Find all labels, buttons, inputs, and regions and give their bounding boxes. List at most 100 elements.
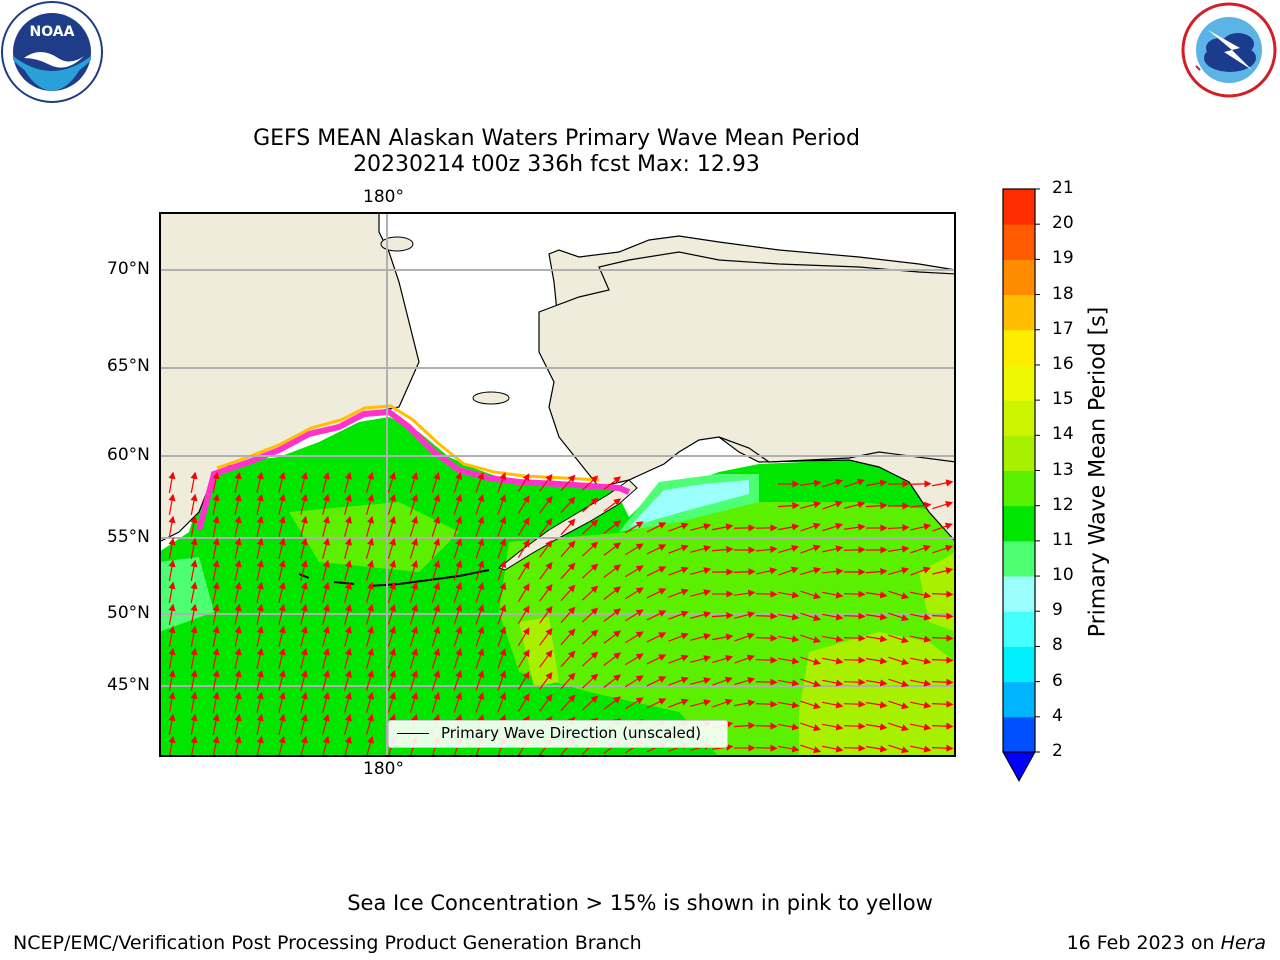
wave-direction-arrow	[734, 677, 756, 686]
wave-direction-arrow	[603, 520, 622, 534]
wave-direction-arrow	[190, 713, 198, 735]
wave-direction-arrow	[690, 677, 712, 685]
colorbar-band	[1003, 189, 1035, 225]
wave-direction-arrow	[778, 545, 800, 554]
colorbar-tick-label: 20	[1052, 213, 1074, 234]
wave-direction-arrow	[431, 647, 441, 669]
footer-date-text: 16 Feb 2023 on	[1066, 932, 1221, 954]
wave-direction-arrow	[212, 515, 220, 537]
wave-direction-arrow	[625, 521, 644, 534]
wave-direction-arrow	[625, 631, 644, 644]
colorbar-band	[1003, 224, 1035, 260]
colorbar-tick-label: 9	[1052, 600, 1063, 621]
wave-direction-arrow	[190, 515, 198, 537]
wave-direction-arrow	[560, 672, 576, 690]
wave-direction-arrow	[278, 537, 286, 559]
wave-direction-arrow	[475, 670, 485, 691]
wave-direction-arrow	[497, 692, 507, 713]
wave-direction-arrow	[821, 567, 844, 576]
wave-direction-arrow	[668, 544, 689, 554]
wave-direction-arrow	[755, 722, 778, 730]
wave-direction-arrow	[475, 494, 485, 515]
wave-direction-arrow	[646, 544, 667, 555]
wave-direction-arrow	[256, 735, 264, 756]
wave-direction-arrow	[910, 723, 932, 731]
colorbar-band	[1003, 435, 1035, 471]
wave-direction-arrow	[843, 678, 866, 686]
lat-label-50n: 50°N	[107, 603, 150, 623]
wave-direction-arrow	[603, 586, 622, 600]
wave-direction-arrow	[931, 678, 954, 686]
vector-legend: Primary Wave Direction (unscaled)	[388, 720, 728, 748]
wave-direction-arrow	[453, 604, 463, 625]
wave-direction-arrow	[365, 647, 374, 669]
sea-ice-edge-yellow	[216, 404, 600, 482]
wave-direction-arrow	[212, 625, 220, 647]
wave-direction-arrow	[365, 691, 374, 713]
colorbar-band	[1003, 611, 1035, 647]
wave-direction-arrow	[256, 471, 264, 493]
wave-direction-arrow	[603, 542, 622, 556]
wave-direction-arrow	[453, 494, 463, 515]
wave-direction-arrow	[497, 494, 507, 515]
wave-direction-arrow	[387, 625, 396, 647]
wave-direction-arrow	[453, 472, 463, 493]
wave-direction-arrow	[910, 544, 931, 554]
wave-direction-arrow	[690, 567, 712, 575]
wave-direction-arrow	[581, 563, 599, 579]
wave-direction-arrow	[278, 713, 286, 735]
colorbar-band	[1003, 329, 1035, 366]
wave-direction-arrow	[234, 493, 242, 515]
wave-direction-arrow	[300, 559, 308, 581]
wave-direction-arrow	[190, 603, 198, 625]
wave-direction-arrow	[300, 713, 308, 735]
wave-direction-arrow	[517, 649, 530, 669]
wave-direction-arrow	[910, 679, 932, 687]
wave-direction-arrow	[168, 537, 176, 559]
wave-direction-arrow	[800, 700, 821, 710]
wave-direction-arrow	[212, 581, 220, 603]
wave-direction-arrow	[539, 671, 553, 690]
wave-direction-arrow	[931, 612, 954, 620]
wave-direction-arrow	[865, 502, 888, 510]
wave-direction-arrow	[409, 559, 419, 581]
wave-direction-arrow	[778, 613, 800, 621]
wave-direction-arrow	[278, 471, 286, 493]
wave-direction-arrow	[300, 603, 308, 625]
nws-logo	[1178, 0, 1280, 100]
wave-direction-arrow	[690, 545, 712, 553]
wave-direction-arrow	[581, 607, 599, 623]
wave-direction-arrow	[409, 669, 419, 691]
wave-direction-arrow	[539, 627, 553, 646]
wave-direction-arrow	[560, 628, 576, 646]
wave-direction-arrow	[190, 647, 198, 669]
wave-direction-arrow	[932, 544, 953, 554]
wave-direction-arrow	[190, 735, 198, 756]
wave-direction-arrow	[844, 523, 866, 531]
wave-direction-arrow	[344, 647, 352, 669]
wave-direction-arrow	[366, 735, 374, 756]
wave-direction-arrow	[387, 537, 396, 559]
wave-direction-arrow	[190, 691, 198, 713]
wave-direction-arrow	[539, 495, 553, 514]
wave-direction-arrow	[603, 674, 622, 688]
chart-title: GEFS MEAN Alaskan Waters Primary Wave Me…	[253, 126, 860, 151]
wave-direction-arrow	[497, 626, 507, 647]
wave-direction-arrow	[646, 654, 667, 665]
wave-direction-arrow	[668, 632, 689, 642]
colorbar-tick-label: 11	[1052, 529, 1074, 550]
wave-direction-arrow	[690, 655, 712, 663]
wave-direction-arrow	[278, 581, 286, 603]
wave-direction-arrow	[843, 656, 866, 664]
wave-direction-arrow	[168, 559, 176, 581]
wave-direction-arrow	[387, 559, 396, 581]
wave-direction-arrow	[212, 493, 220, 515]
wave-direction-arrow	[888, 634, 909, 644]
wave-direction-arrow	[344, 691, 352, 713]
wave-direction-arrow	[734, 589, 756, 597]
wave-direction-arrow	[453, 626, 463, 647]
wave-direction-arrow	[800, 522, 821, 532]
wave-direction-arrow	[365, 515, 374, 537]
wave-direction-arrow	[822, 635, 844, 643]
wave-direction-arrow	[668, 610, 689, 620]
